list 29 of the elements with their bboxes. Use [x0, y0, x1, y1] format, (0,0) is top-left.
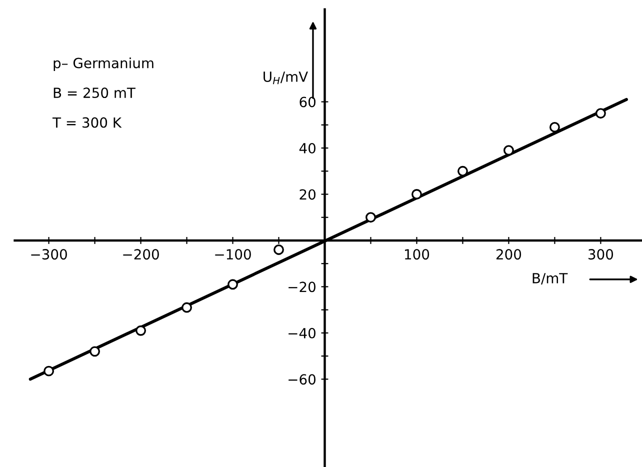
y-tick-label: −60 [288, 374, 316, 385]
x-tick-label: −300 [31, 249, 67, 260]
y-tick-label: −40 [288, 328, 316, 338]
x-tick-label: 300 [588, 249, 614, 260]
point [90, 346, 100, 357]
point [136, 325, 146, 336]
point [457, 166, 468, 176]
x-tick-label: −100 [215, 249, 251, 260]
point [274, 244, 284, 255]
point [228, 279, 238, 290]
point [549, 122, 560, 132]
point [44, 366, 54, 376]
y-axis-title: U$_{H}$/mV [264, 72, 308, 84]
y-tick-label: −20 [288, 282, 316, 292]
point [412, 189, 422, 200]
point [595, 108, 606, 119]
x-axis-title: B/mT [532, 273, 568, 284]
point [503, 145, 514, 156]
x-tick-label: 100 [405, 249, 430, 260]
x-tick-label: −200 [123, 249, 159, 260]
point [366, 212, 376, 223]
y-tick-label: 20 [300, 189, 316, 200]
y-tick-label: 60 [300, 96, 316, 108]
point [182, 302, 192, 313]
annotation: B = 250 mT [54, 88, 136, 98]
annotation: T = 300 K [52, 117, 122, 128]
annotation: p– Germanium [54, 58, 154, 71]
y-tick-label: 40 [299, 142, 316, 154]
x-tick-label: 200 [496, 249, 522, 260]
